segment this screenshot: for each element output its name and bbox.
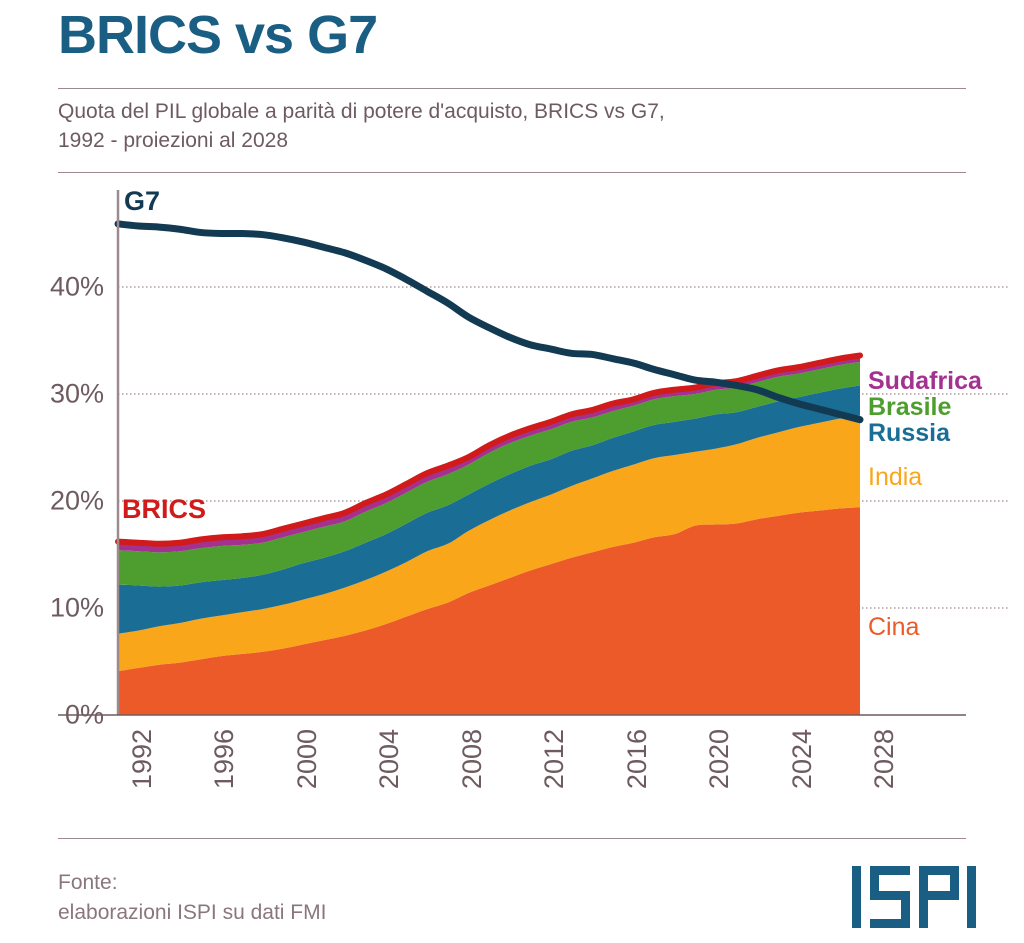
y-tick-label: 0% [64,699,104,730]
x-tick-2016: 2016 [621,729,652,790]
x-tick-2012: 2012 [539,729,570,790]
x-tick-2004: 2004 [374,729,405,790]
x-tick-2024: 2024 [786,729,817,790]
series-label-cina: Cina [868,613,920,642]
series-label-g7: G7 [124,186,161,216]
stacked-area-chart [58,190,1008,716]
x-axis-labels: 1992 1996 2000 2004 2008 2012 2016 2020 2024 2028 [0,721,1024,861]
y-tick-label: 30% [49,378,104,409]
series-label-india: India [868,463,923,492]
chart-area: 0% 10% 20% 30% 40% 1992 1996 2000 2004 2008 2012 2… [0,176,1024,789]
y-tick-label: 10% [49,592,104,623]
x-tick-1992: 1992 [127,729,157,790]
x-tick-2000: 2000 [291,729,322,790]
x-tick-2028: 2028 [869,729,899,790]
divider-mid [58,172,966,173]
x-tick-2020: 2020 [704,729,735,790]
source-line-2: elaborazioni ISPI su dati FMI [58,901,327,925]
ispi-logo [852,866,976,928]
divider-top [58,88,966,89]
source-line-1: Fonte: [58,871,118,894]
x-tick-1996: 1996 [209,729,240,790]
y-axis-labels: 0% 10% 20% 30% 40% [0,176,1024,730]
divider-bottom [58,838,966,839]
series-label-sudafrica: Sudafrica [868,367,982,396]
y-tick-label: 40% [49,271,104,302]
x-tick-2008: 2008 [456,729,487,790]
subtitle-line-2: 1992 - proiezioni al 2028 [58,128,288,152]
page-subtitle: Quota del PIL globale a parità di potere… [58,98,978,156]
series-label-brasile: Brasile [868,393,952,422]
series-label-russia: Russia [868,419,950,448]
series-label-brics: BRICS [122,493,207,524]
y-tick-label: 20% [49,485,104,516]
subtitle-line-1: Quota del PIL globale a parità di potere… [58,100,665,123]
page-title: BRICS vs G7 [58,5,378,65]
source-note: Fonte: elaborazioni ISPI su dati FMI [58,868,326,929]
